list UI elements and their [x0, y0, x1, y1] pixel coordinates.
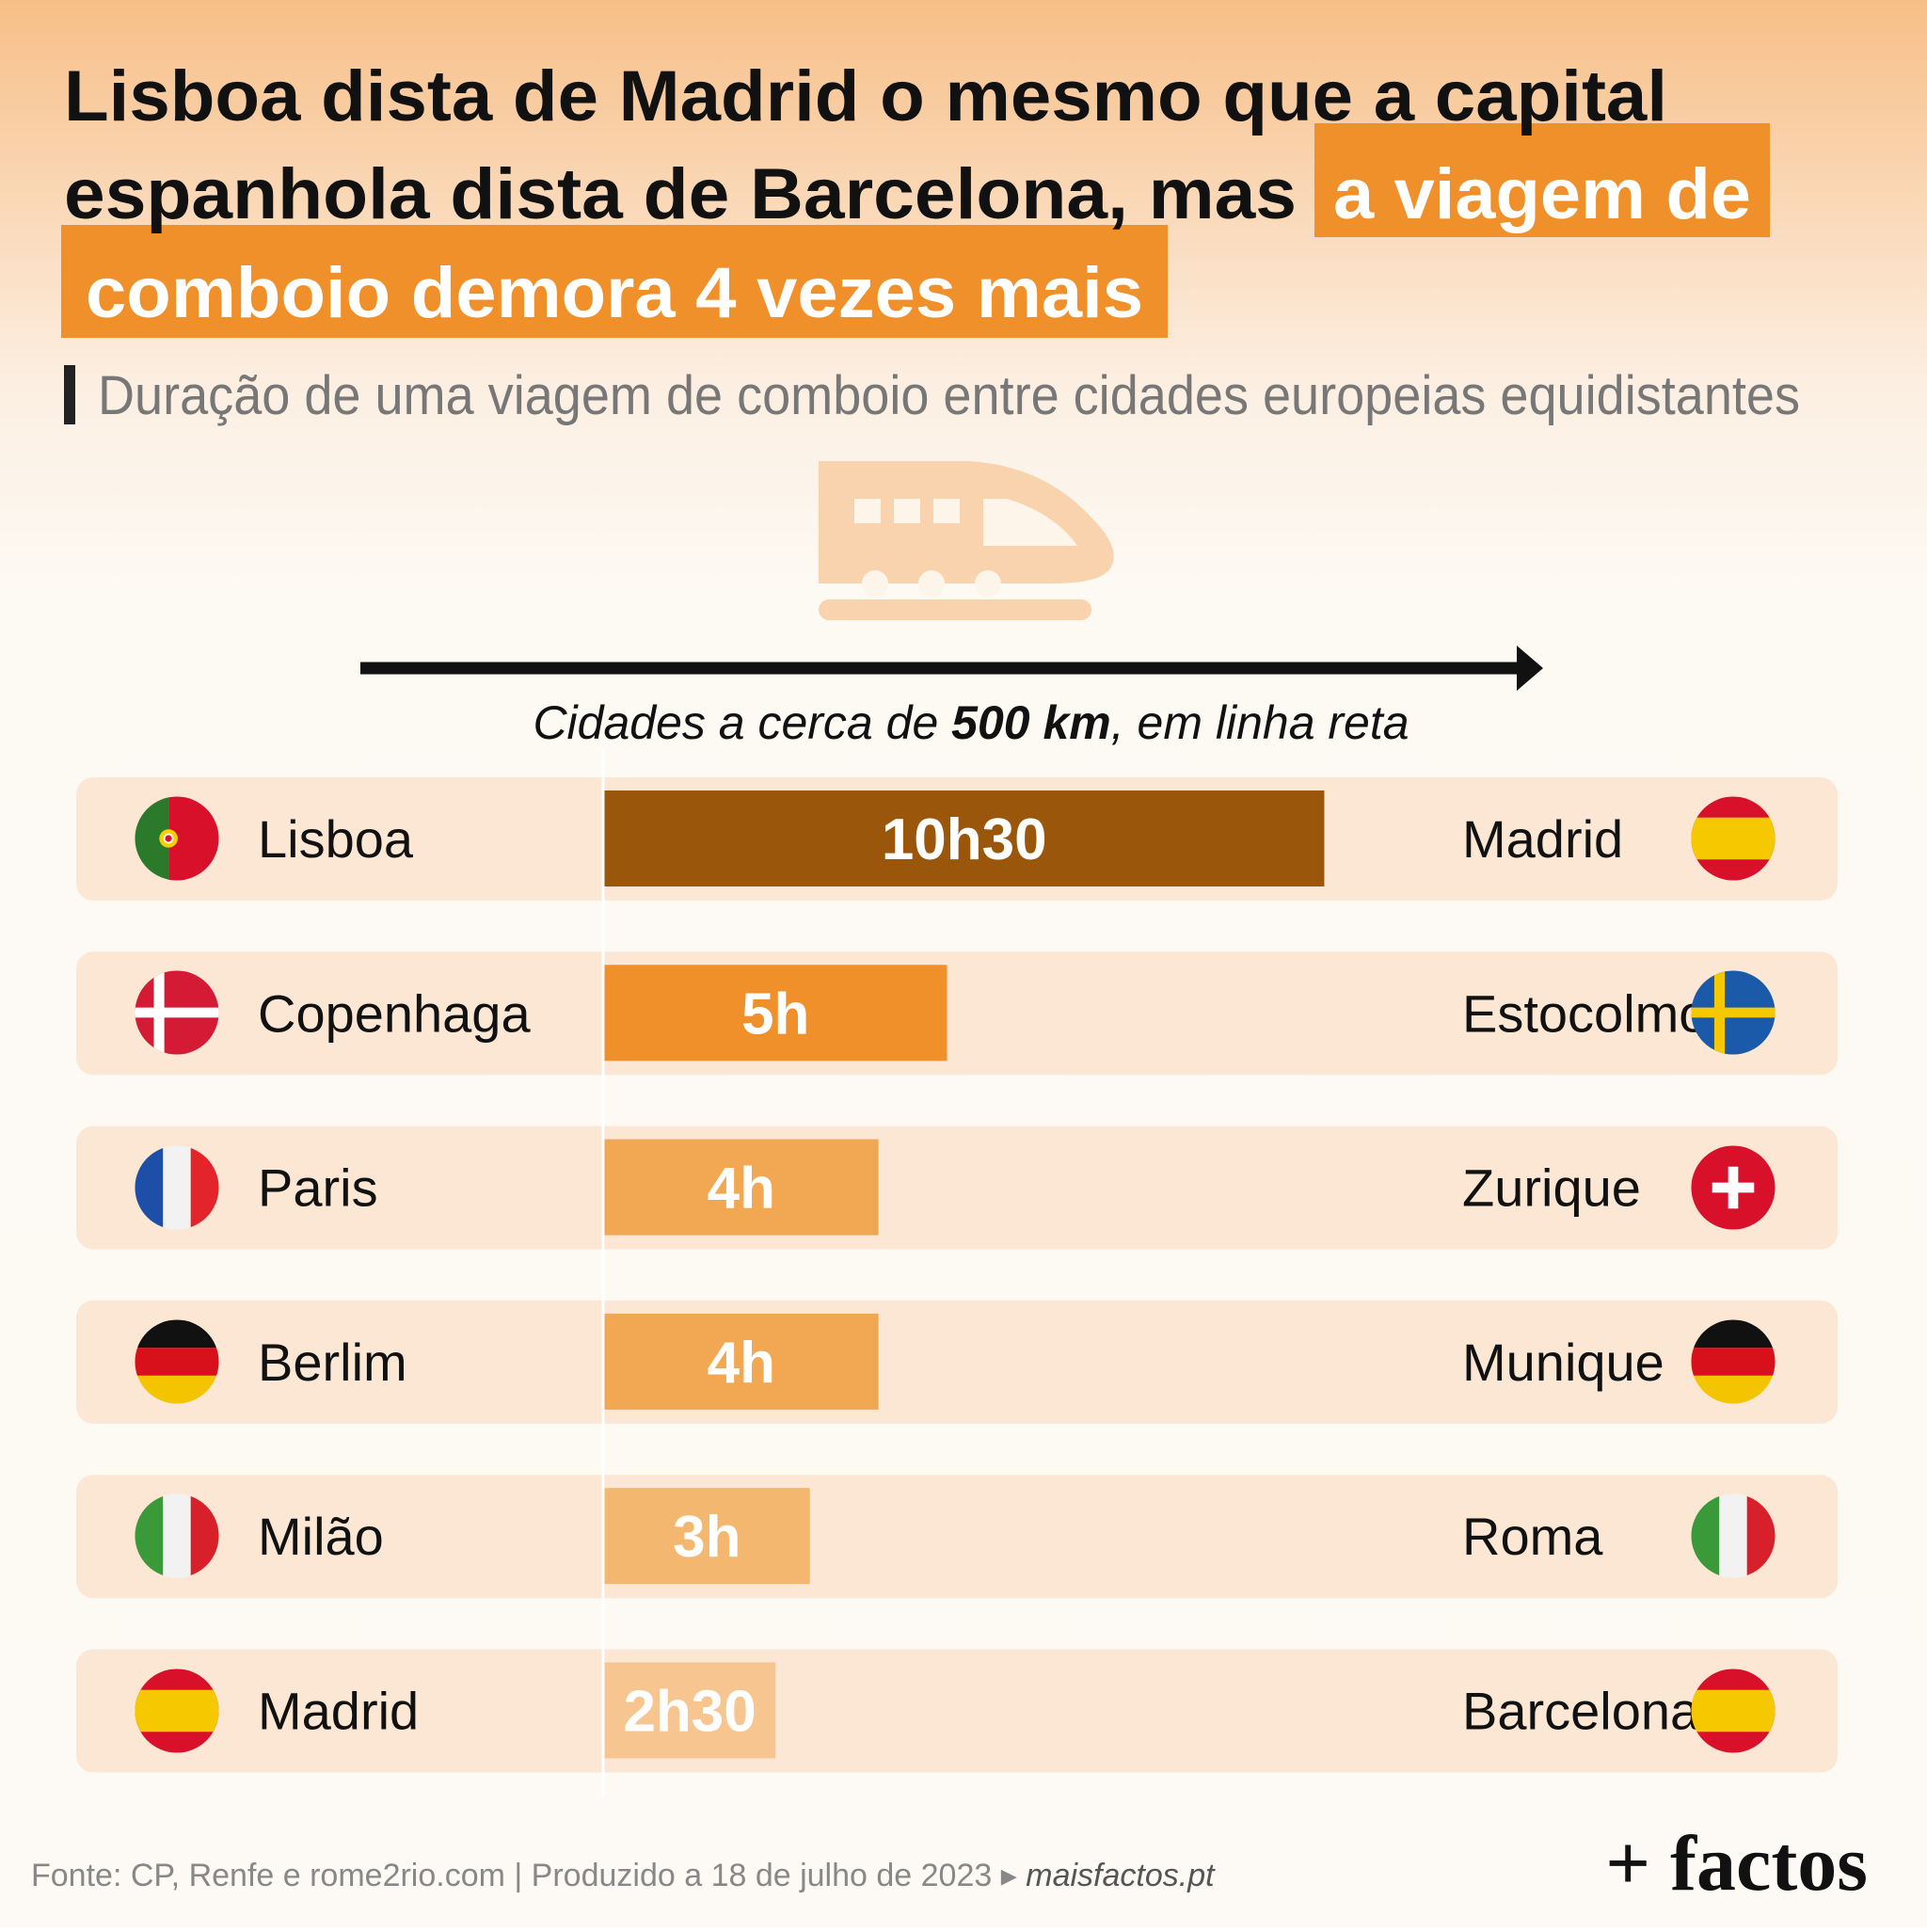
bar [604, 1139, 879, 1236]
flag [1691, 1145, 1776, 1230]
destination-label: Zurique [1462, 1158, 1641, 1218]
bar [604, 965, 948, 1062]
source: Fonte: CP, Renfe e rome2rio.com | Produz… [31, 1858, 1216, 1893]
data-label: 10h30 [882, 807, 1047, 872]
flag [1691, 970, 1775, 1054]
bar [604, 790, 1325, 886]
flag [135, 1145, 218, 1229]
title-highlight: comboio demora 4 vezes mais [86, 253, 1143, 333]
row-background [76, 1126, 1838, 1250]
row-background [76, 1475, 1838, 1599]
flag [1691, 1319, 1775, 1403]
flag [135, 1493, 218, 1577]
train-icon [819, 461, 1114, 620]
flag [1691, 1669, 1775, 1752]
origin-label: Milão [258, 1507, 384, 1566]
row-background [76, 1649, 1838, 1773]
train-windows [854, 499, 1077, 597]
flag [1691, 1493, 1775, 1577]
subtitle: Duração de uma viagem de comboio entre c… [98, 365, 1800, 426]
flag [135, 1319, 218, 1403]
data-label: 2h30 [623, 1680, 756, 1745]
destination-label: Madrid [1462, 809, 1623, 869]
data-label: 5h [741, 982, 809, 1046]
annotation-part: 500 km [951, 696, 1111, 749]
origin-label: Berlim [258, 1333, 407, 1392]
destination-label: Roma [1462, 1507, 1603, 1566]
subtitle-marker [64, 365, 75, 424]
logo: + factos [1605, 1820, 1868, 1908]
flag [1691, 796, 1775, 880]
destination-label: Munique [1462, 1333, 1664, 1392]
origin-label: Paris [258, 1158, 378, 1218]
destination-label: Barcelona [1462, 1682, 1700, 1741]
bar [604, 1662, 776, 1759]
bar [604, 1488, 810, 1585]
origin-label: Madrid [258, 1682, 419, 1741]
data-label: 3h [673, 1505, 741, 1570]
source-link: maisfactos.pt [1026, 1858, 1216, 1893]
annotation-part: , em linha reta [1111, 696, 1409, 749]
flag [135, 796, 218, 880]
row-background [76, 1300, 1838, 1424]
title-highlight: a viagem de [1333, 154, 1751, 234]
rows: Lisboa Madrid 10h30 Copenhaga Estocolmo 5h Par… [76, 777, 1838, 1773]
annotation-part: Cidades a cerca de [533, 696, 951, 749]
title-highlight-box [1314, 123, 1770, 237]
source-text: Fonte: CP, Renfe e rome2rio.com | Produz… [31, 1858, 1026, 1893]
flag [135, 1669, 218, 1752]
destination-label: Estocolmo [1462, 983, 1708, 1043]
annotation: Cidades a cerca de 500 km, em linha reta [533, 696, 1409, 749]
bar [604, 1313, 879, 1410]
row-background [76, 951, 1838, 1076]
flag [135, 970, 218, 1054]
title-line: espanhola dista de Barcelona, mas [64, 154, 1297, 234]
title-line: Lisboa dista de Madrid o mesmo que a cap… [64, 56, 1667, 136]
data-label: 4h [708, 1331, 775, 1396]
origin-label: Copenhaga [258, 983, 531, 1043]
arrow-head [1517, 646, 1543, 691]
origin-label: Lisboa [258, 809, 414, 869]
data-label: 4h [708, 1157, 775, 1221]
title-highlight-box [61, 225, 1168, 338]
